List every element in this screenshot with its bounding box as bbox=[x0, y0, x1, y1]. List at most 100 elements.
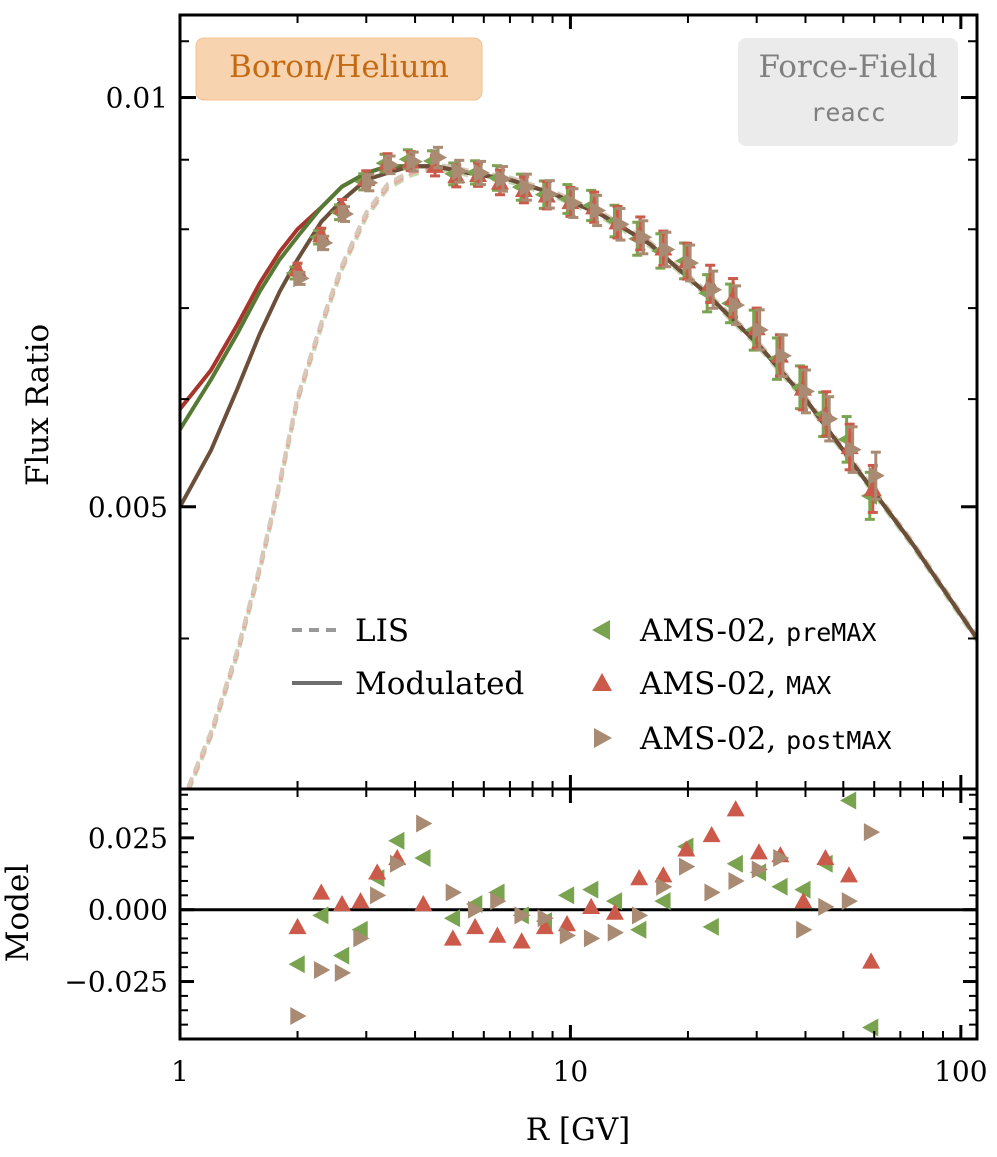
legend-max-marker bbox=[592, 673, 612, 691]
data-point-postmax bbox=[293, 269, 310, 288]
axis-ticks bbox=[178, 15, 977, 1039]
legend-max-prefix: AMS-02, bbox=[639, 666, 786, 702]
y-tick-label: −0.025 bbox=[64, 966, 168, 999]
boron-helium-label: Boron/Helium bbox=[229, 49, 449, 85]
data-point-postmax bbox=[495, 165, 512, 193]
residual-max bbox=[488, 926, 507, 943]
data-point-postmax bbox=[682, 243, 700, 283]
modulated-curve-premax bbox=[180, 164, 977, 640]
data-point-postmax bbox=[406, 150, 423, 173]
data-point-postmax bbox=[337, 205, 355, 224]
data-point-postmax bbox=[430, 145, 448, 170]
legend-premax-prefix: AMS-02, bbox=[639, 613, 786, 649]
data-point-postmax bbox=[613, 206, 630, 242]
force-field-badge: Force-Field reacc bbox=[738, 38, 958, 146]
residual-postmax bbox=[607, 923, 624, 942]
residual-postmax bbox=[773, 848, 790, 867]
data-point-postmax bbox=[452, 158, 469, 184]
data-point-postmax bbox=[752, 308, 769, 352]
residual-postmax bbox=[583, 929, 601, 948]
legend-postmax-mono: postMAX bbox=[786, 726, 891, 755]
residual-max bbox=[605, 903, 624, 920]
marker-postmax bbox=[337, 205, 355, 224]
residual-max bbox=[535, 917, 554, 935]
legend-lis-label: LIS bbox=[355, 613, 409, 649]
residual-max bbox=[862, 952, 881, 969]
residual-premax bbox=[414, 848, 431, 867]
residual-max bbox=[557, 915, 576, 932]
residual-postmax bbox=[416, 814, 433, 833]
data-point-postmax bbox=[728, 284, 746, 326]
marker-postmax bbox=[613, 215, 630, 234]
data-point-postmax bbox=[473, 159, 491, 187]
top-data-points bbox=[285, 145, 885, 521]
residual-postmax bbox=[818, 897, 835, 916]
residual-premax bbox=[794, 880, 811, 899]
residual-premax bbox=[726, 854, 743, 873]
marker-postmax bbox=[821, 409, 839, 428]
residual-postmax bbox=[389, 854, 407, 873]
marker-postmax bbox=[798, 382, 815, 401]
residual-postmax bbox=[353, 929, 370, 948]
residual-postmax bbox=[314, 961, 331, 980]
marker-postmax bbox=[519, 178, 536, 197]
residual-max bbox=[414, 894, 433, 912]
data-point-postmax bbox=[636, 219, 653, 256]
axis-tick-labels: 1 10 100 0.01 0.005 0.025 0.000 −0.025 bbox=[64, 82, 987, 1088]
residual-max bbox=[368, 863, 387, 880]
lis-curve-max bbox=[186, 164, 977, 789]
legend-marker-postmax bbox=[594, 728, 612, 748]
residual-premax bbox=[351, 920, 368, 939]
y-tick-label: 0.025 bbox=[88, 822, 168, 855]
residual-max bbox=[839, 866, 858, 883]
marker-postmax bbox=[473, 163, 491, 182]
boron-helium-badge-bg bbox=[195, 37, 483, 101]
residual-max bbox=[333, 894, 352, 912]
residual-postmax bbox=[796, 920, 813, 939]
force-field-label: Force-Field bbox=[758, 49, 937, 85]
marker-postmax bbox=[362, 173, 379, 192]
residual-postmax bbox=[863, 823, 881, 842]
top-curves bbox=[180, 161, 977, 789]
data-point-postmax bbox=[519, 172, 536, 202]
legend-max-mono: MAX bbox=[786, 671, 831, 700]
legend-modulated-label: Modulated bbox=[355, 666, 524, 702]
residual-postmax bbox=[704, 883, 721, 902]
residual-premax bbox=[771, 877, 788, 896]
legend-marker-max bbox=[592, 673, 612, 691]
residual-max bbox=[816, 848, 835, 866]
residual-postmax bbox=[679, 857, 696, 876]
legend-premax-marker bbox=[592, 620, 610, 640]
marker-postmax bbox=[430, 148, 448, 167]
data-point-postmax bbox=[798, 368, 815, 415]
legend-postmax-prefix: AMS-02, bbox=[639, 721, 786, 757]
y-tick-label: 0.000 bbox=[88, 894, 168, 927]
legend: LIS Modulated AMS-02, preMAX AMS-02, MAX… bbox=[292, 613, 892, 757]
residual-max bbox=[288, 917, 307, 935]
lis-curve-premax bbox=[187, 166, 977, 789]
marker-postmax bbox=[317, 233, 334, 252]
residual-postmax bbox=[841, 892, 858, 911]
residual-max bbox=[466, 917, 485, 935]
marker-postmax bbox=[868, 466, 885, 485]
residual-max bbox=[630, 869, 649, 886]
residual-premax bbox=[312, 906, 329, 925]
boron-helium-badge: Boron/Helium bbox=[195, 37, 483, 101]
data-point-postmax bbox=[362, 173, 379, 193]
data-point-postmax bbox=[821, 395, 839, 443]
marker-postmax bbox=[589, 201, 607, 220]
top-ylabel: Flux Ratio bbox=[20, 324, 56, 486]
marker-postmax bbox=[452, 162, 469, 181]
marker-postmax bbox=[682, 253, 700, 272]
residual-postmax bbox=[290, 1007, 307, 1026]
x-tick-label: 100 bbox=[934, 1055, 987, 1088]
legend-postmax-marker bbox=[594, 728, 612, 748]
residual-postmax bbox=[370, 886, 387, 905]
residual-premax bbox=[605, 892, 623, 911]
residual-postmax bbox=[490, 892, 507, 911]
residual-postmax bbox=[334, 963, 352, 982]
marker-postmax bbox=[495, 169, 512, 188]
legend-premax-mono: preMAX bbox=[786, 618, 876, 647]
legend-max-label: AMS-02, MAX bbox=[639, 666, 831, 702]
